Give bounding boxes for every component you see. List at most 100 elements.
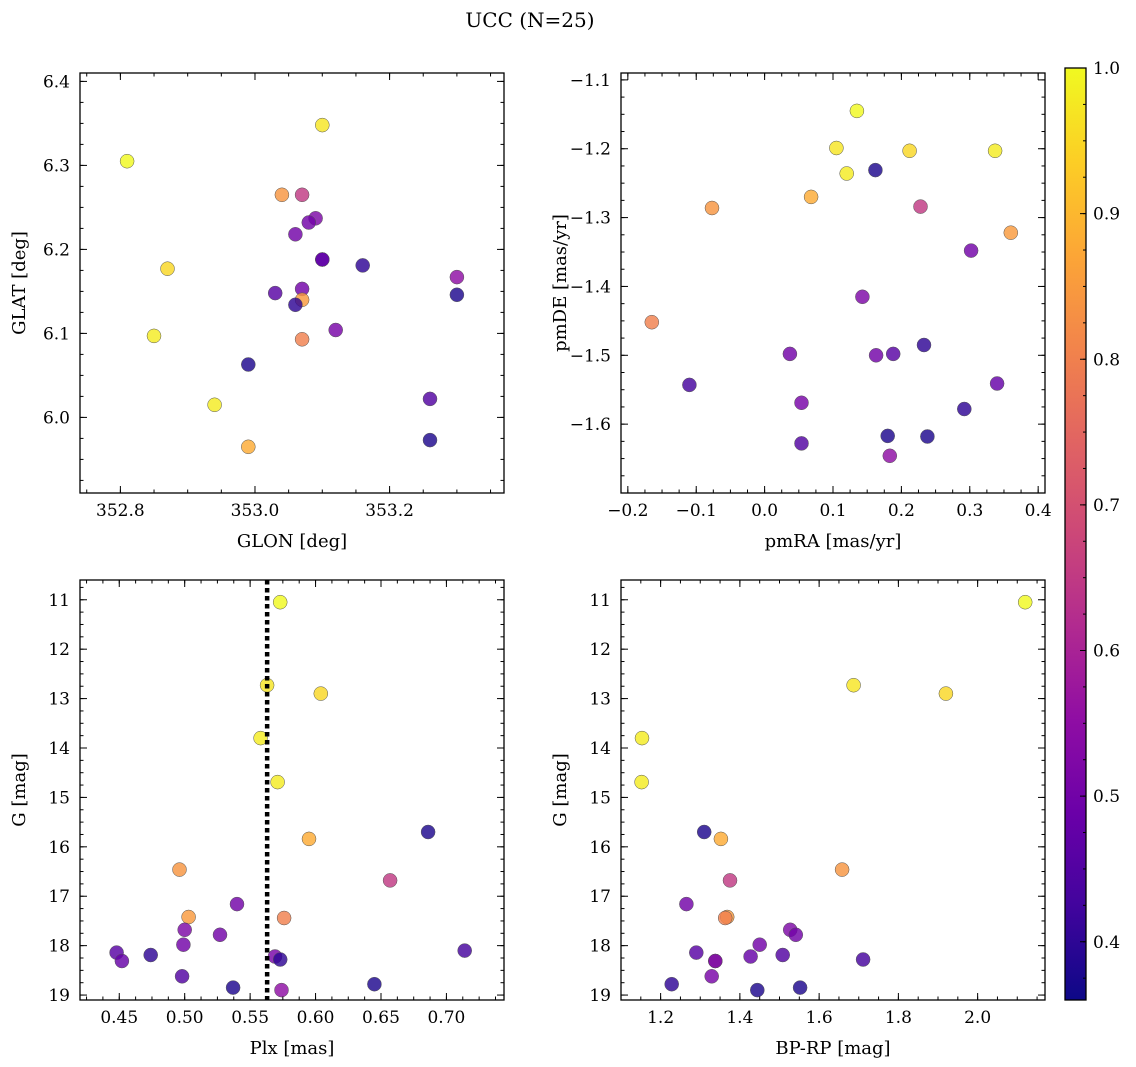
x-axis-label: pmRA [mas/yr] [765, 531, 902, 552]
x-tick-label: 0.60 [297, 1008, 335, 1028]
y-tick-label: 6.2 [43, 240, 70, 260]
data-point [696, 824, 712, 840]
data-point [750, 982, 765, 998]
data-point [270, 774, 285, 790]
colorbar-tick-label: 0.6 [1093, 642, 1120, 662]
panel-plx-g: 0.45 0.50 0.55 0.60 0.65 0.70 11 12 13 14 15 16 17 18… [9, 579, 505, 1059]
data-point [119, 153, 135, 169]
y-tick-label: 11 [48, 591, 70, 611]
y-tick-label: 6.4 [43, 72, 70, 92]
data-point [449, 287, 465, 303]
data-point [855, 289, 870, 305]
data-point [422, 432, 438, 448]
data-point [274, 187, 290, 203]
data-point [704, 969, 719, 984]
y-tick-label: 13 [589, 690, 611, 710]
colorbar-gradient [1065, 68, 1086, 1000]
y-tick-label: −1.1 [570, 71, 611, 91]
data-point [177, 922, 192, 938]
data-point [855, 952, 871, 967]
x-tick-label: 0.2 [888, 501, 915, 521]
y-tick-label: 19 [48, 986, 70, 1006]
data-point [294, 332, 310, 347]
data-point [664, 976, 679, 992]
data-point [449, 269, 465, 285]
data-point [634, 730, 650, 746]
colorbar-frame [1064, 67, 1087, 1001]
data-point [743, 949, 758, 964]
data-point [803, 189, 819, 205]
data-point [355, 258, 370, 273]
data-point [276, 910, 292, 926]
data-point [241, 439, 256, 455]
data-point [880, 428, 895, 444]
data-point [457, 943, 472, 958]
data-point [682, 377, 697, 393]
data-point [752, 937, 767, 952]
data-point [987, 143, 1003, 159]
data-point [313, 686, 329, 701]
data-point [181, 909, 196, 925]
x-tick-label: −0.1 [676, 501, 717, 521]
axes-frame [79, 72, 505, 494]
x-tick-label: 0.50 [166, 1008, 204, 1028]
panels: 352.8 353.0 353.2 6.0 6.1 6.2 6.3 6.4 GLON [deg]… [9, 71, 1052, 1059]
data-point [902, 143, 917, 159]
data-point [143, 947, 158, 963]
data-point [253, 730, 268, 746]
colorbar: 0.4 0.5 0.6 0.7 0.8 0.9 1.0 [1064, 59, 1120, 1001]
x-tick-label: 0.1 [819, 501, 846, 521]
data-point [782, 346, 798, 362]
data-point [957, 401, 972, 417]
data-point [301, 831, 317, 847]
data-point [315, 252, 330, 267]
data-point [829, 140, 844, 156]
data-point [328, 322, 343, 338]
panel-glon-glat: 352.8 353.0 353.2 6.0 6.1 6.2 6.3 6.4 GLON [deg]… [9, 72, 505, 552]
data-point [634, 774, 649, 790]
x-tick-label: 2.0 [964, 1008, 991, 1028]
x-tick-label: 0.4 [1025, 501, 1052, 521]
data-point [882, 448, 898, 464]
y-tick-label: 13 [48, 690, 70, 710]
data-point [788, 927, 804, 943]
y-tick-label: 11 [589, 591, 611, 611]
axes-frame [79, 579, 505, 1001]
axes-frame [620, 579, 1046, 1001]
y-tick-label: 18 [589, 937, 611, 957]
data-point [212, 927, 228, 943]
panel-bprp-g: 1.2 1.4 1.6 1.8 2.0 11 12 13 14 15 16 17 18 19 BP-RP [… [550, 579, 1046, 1059]
data-point [176, 937, 191, 952]
panel-pmra-pmde: −0.2 −0.1 0.0 0.1 0.2 0.3 0.4 −1.6 −1.5 −1.4 −1.3 −… [550, 71, 1052, 552]
data-point [172, 862, 187, 877]
data-point [1003, 225, 1019, 240]
data-point [834, 862, 850, 877]
points [119, 117, 465, 455]
data-point [708, 953, 723, 969]
data-point [794, 436, 809, 451]
data-point [272, 952, 288, 967]
data-point [294, 187, 310, 203]
data-point [704, 200, 720, 216]
x-tick-label: 0.55 [231, 1008, 269, 1028]
data-point [849, 103, 865, 119]
y-tick-label: 14 [589, 739, 611, 759]
x-axis-label: BP-RP [mag] [775, 1038, 890, 1059]
points [109, 594, 472, 998]
data-point [114, 953, 130, 969]
data-point [367, 976, 382, 992]
y-tick-label: 12 [48, 640, 70, 660]
y-tick-label: −1.4 [570, 277, 611, 297]
x-tick-label: −0.2 [607, 501, 648, 521]
points [644, 103, 1019, 464]
x-tick-label: 0.45 [100, 1008, 138, 1028]
figure-title: UCC (N=25) [465, 8, 594, 32]
y-tick-label: 6.1 [43, 324, 70, 344]
data-point [420, 824, 436, 840]
data-point [644, 314, 660, 330]
data-point [885, 346, 901, 362]
x-tick-label: 1.2 [647, 1008, 674, 1028]
y-tick-label: 6.0 [43, 408, 70, 428]
